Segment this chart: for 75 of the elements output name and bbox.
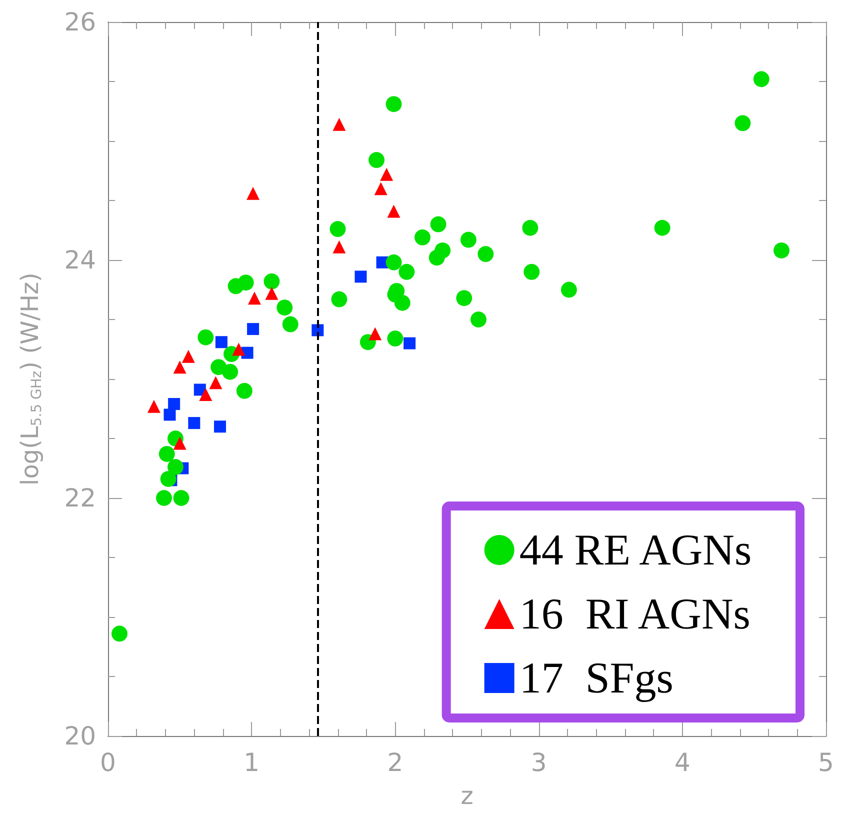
point — [398, 264, 415, 280]
point — [387, 204, 400, 218]
point — [332, 118, 346, 131]
point — [238, 274, 254, 291]
point — [387, 330, 404, 347]
point — [160, 470, 176, 487]
x-tick-label: 2 — [387, 748, 404, 777]
x-tick-label: 5 — [818, 748, 834, 777]
point — [112, 626, 128, 642]
point — [276, 300, 293, 316]
point — [173, 490, 190, 506]
point — [374, 182, 388, 196]
point — [470, 312, 486, 328]
point — [774, 242, 790, 258]
point — [524, 264, 540, 280]
x-axis-title: z — [460, 782, 474, 810]
y-tick-label: 24 — [64, 246, 96, 274]
point — [522, 220, 538, 236]
point — [168, 398, 180, 410]
point — [414, 229, 430, 246]
point — [654, 220, 670, 236]
point — [246, 186, 260, 200]
legend-label: 16 RI AGNs — [519, 590, 750, 638]
y-axis-title: log(L5.5 GHz) (W/Hz) — [16, 272, 45, 486]
x-tick-label: 4 — [674, 748, 690, 777]
point — [214, 420, 226, 433]
point — [222, 364, 238, 380]
point — [173, 360, 186, 374]
point — [478, 246, 494, 262]
x-tick-label: 3 — [530, 748, 547, 777]
x-tick-label: 0 — [100, 748, 116, 777]
point — [428, 250, 445, 266]
point — [199, 388, 212, 401]
y-tick-label: 26 — [64, 8, 96, 36]
point — [753, 71, 770, 88]
point — [209, 376, 222, 390]
point — [368, 327, 382, 340]
point — [332, 240, 346, 254]
point — [264, 273, 280, 290]
point — [156, 490, 172, 506]
x-tick-label: 1 — [244, 748, 260, 777]
point — [164, 408, 176, 421]
point — [282, 316, 298, 332]
point — [188, 417, 200, 430]
point — [215, 336, 228, 348]
point — [147, 400, 160, 413]
y-tick-label: 20 — [64, 722, 96, 750]
point — [394, 294, 410, 311]
point — [354, 270, 367, 283]
point — [182, 350, 195, 363]
point — [380, 168, 394, 181]
point — [386, 254, 402, 270]
point — [232, 342, 246, 356]
point — [168, 459, 184, 476]
point — [734, 115, 751, 132]
point — [158, 446, 175, 462]
point — [236, 382, 252, 399]
y-tick-label: 22 — [64, 484, 96, 512]
point — [173, 436, 186, 450]
point — [430, 216, 446, 232]
point — [330, 221, 346, 238]
point — [456, 290, 472, 306]
legend-label: 17 SFgs — [519, 654, 674, 702]
point — [386, 96, 402, 112]
point — [247, 323, 260, 336]
point — [198, 329, 214, 346]
point — [404, 337, 416, 350]
point — [331, 291, 348, 308]
point — [368, 152, 385, 168]
point — [560, 282, 577, 298]
legend-label: 44 RE AGNs — [519, 526, 752, 574]
point — [460, 232, 476, 248]
point — [265, 286, 278, 300]
point — [241, 346, 254, 359]
point — [248, 292, 261, 305]
